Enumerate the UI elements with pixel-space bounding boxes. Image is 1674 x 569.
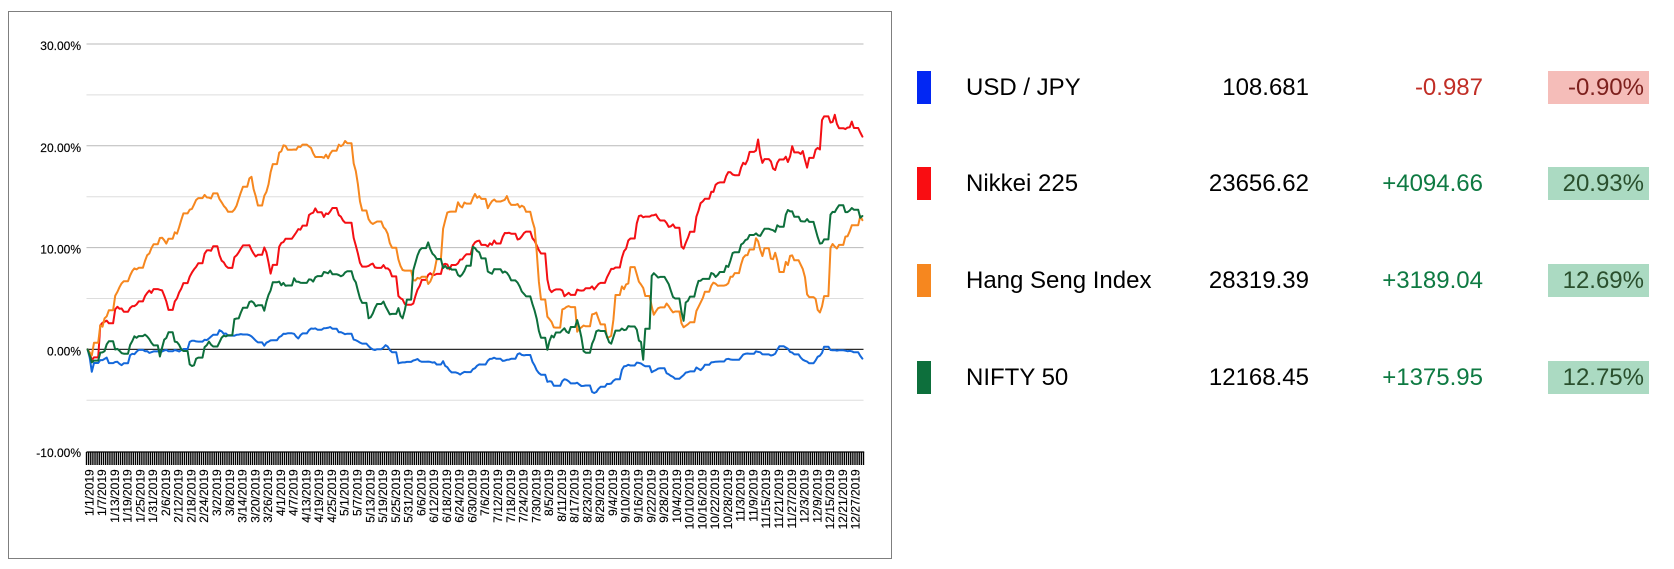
svg-text:30.00%: 30.00%	[40, 39, 81, 53]
svg-text:10.00%: 10.00%	[40, 243, 81, 257]
svg-text:12/15/2019: 12/15/2019	[823, 469, 837, 529]
svg-text:11/27/2019: 11/27/2019	[785, 469, 799, 528]
svg-text:1/13/2019: 1/13/2019	[108, 469, 122, 523]
svg-text:0.00%: 0.00%	[47, 344, 81, 358]
svg-text:7/6/2019: 7/6/2019	[478, 469, 492, 516]
svg-text:10/10/2019: 10/10/2019	[683, 469, 697, 529]
svg-text:4/1/2019: 4/1/2019	[274, 469, 288, 516]
svg-text:6/12/2019: 6/12/2019	[427, 469, 441, 523]
svg-text:7/12/2019: 7/12/2019	[491, 469, 505, 523]
svg-text:4/19/2019: 4/19/2019	[312, 469, 326, 523]
svg-text:9/10/2019: 9/10/2019	[619, 469, 633, 523]
svg-text:11/21/2019: 11/21/2019	[772, 469, 786, 528]
svg-text:3/20/2019: 3/20/2019	[248, 469, 262, 523]
svg-text:6/6/2019: 6/6/2019	[414, 469, 428, 516]
svg-text:1/1/2019: 1/1/2019	[82, 469, 96, 516]
svg-text:3/14/2019: 3/14/2019	[236, 469, 250, 523]
svg-text:12/3/2019: 12/3/2019	[798, 469, 812, 523]
svg-text:8/23/2019: 8/23/2019	[580, 469, 594, 523]
svg-text:2/6/2019: 2/6/2019	[159, 469, 173, 516]
svg-text:-10.00%: -10.00%	[36, 446, 81, 460]
svg-text:8/17/2019: 8/17/2019	[568, 469, 582, 523]
svg-text:9/4/2019: 9/4/2019	[606, 469, 620, 516]
svg-text:9/28/2019: 9/28/2019	[657, 469, 671, 523]
svg-text:20.00%: 20.00%	[40, 141, 81, 155]
svg-text:11/3/2019: 11/3/2019	[734, 469, 748, 522]
svg-text:4/25/2019: 4/25/2019	[325, 469, 339, 523]
svg-text:7/18/2019: 7/18/2019	[504, 469, 518, 523]
svg-text:10/16/2019: 10/16/2019	[695, 469, 709, 529]
svg-text:5/7/2019: 5/7/2019	[351, 469, 365, 516]
svg-text:3/8/2019: 3/8/2019	[223, 469, 237, 516]
svg-text:5/31/2019: 5/31/2019	[402, 469, 416, 523]
svg-text:3/26/2019: 3/26/2019	[261, 469, 275, 523]
svg-text:12/21/2019: 12/21/2019	[836, 469, 850, 529]
svg-text:7/24/2019: 7/24/2019	[517, 469, 531, 523]
svg-text:6/18/2019: 6/18/2019	[440, 469, 454, 523]
svg-text:1/31/2019: 1/31/2019	[146, 469, 160, 523]
svg-text:5/25/2019: 5/25/2019	[389, 469, 403, 523]
svg-text:12/27/2019: 12/27/2019	[849, 469, 863, 529]
svg-text:4/13/2019: 4/13/2019	[299, 469, 313, 523]
svg-text:9/22/2019: 9/22/2019	[644, 469, 658, 523]
svg-text:5/1/2019: 5/1/2019	[338, 469, 352, 516]
svg-text:10/22/2019: 10/22/2019	[708, 469, 722, 529]
svg-text:8/5/2019: 8/5/2019	[542, 469, 556, 516]
svg-text:2/24/2019: 2/24/2019	[197, 469, 211, 523]
svg-text:2/12/2019: 2/12/2019	[172, 469, 186, 523]
svg-text:4/7/2019: 4/7/2019	[287, 469, 301, 516]
svg-text:5/13/2019: 5/13/2019	[363, 469, 377, 523]
svg-text:2/18/2019: 2/18/2019	[184, 469, 198, 523]
svg-text:3/2/2019: 3/2/2019	[210, 469, 224, 516]
svg-text:9/16/2019: 9/16/2019	[632, 469, 646, 523]
svg-text:1/7/2019: 1/7/2019	[95, 469, 109, 516]
svg-text:5/19/2019: 5/19/2019	[376, 469, 390, 523]
svg-text:8/11/2019: 8/11/2019	[555, 469, 569, 522]
svg-text:6/24/2019: 6/24/2019	[453, 469, 467, 523]
svg-text:10/4/2019: 10/4/2019	[670, 469, 684, 523]
svg-text:11/9/2019: 11/9/2019	[746, 469, 760, 522]
svg-text:1/25/2019: 1/25/2019	[133, 469, 147, 523]
svg-text:10/28/2019: 10/28/2019	[721, 469, 735, 529]
svg-text:7/30/2019: 7/30/2019	[529, 469, 543, 523]
svg-text:1/19/2019: 1/19/2019	[121, 469, 135, 523]
svg-text:12/9/2019: 12/9/2019	[810, 469, 824, 523]
svg-text:8/29/2019: 8/29/2019	[593, 469, 607, 523]
svg-text:11/15/2019: 11/15/2019	[759, 469, 773, 528]
svg-text:6/30/2019: 6/30/2019	[465, 469, 479, 523]
